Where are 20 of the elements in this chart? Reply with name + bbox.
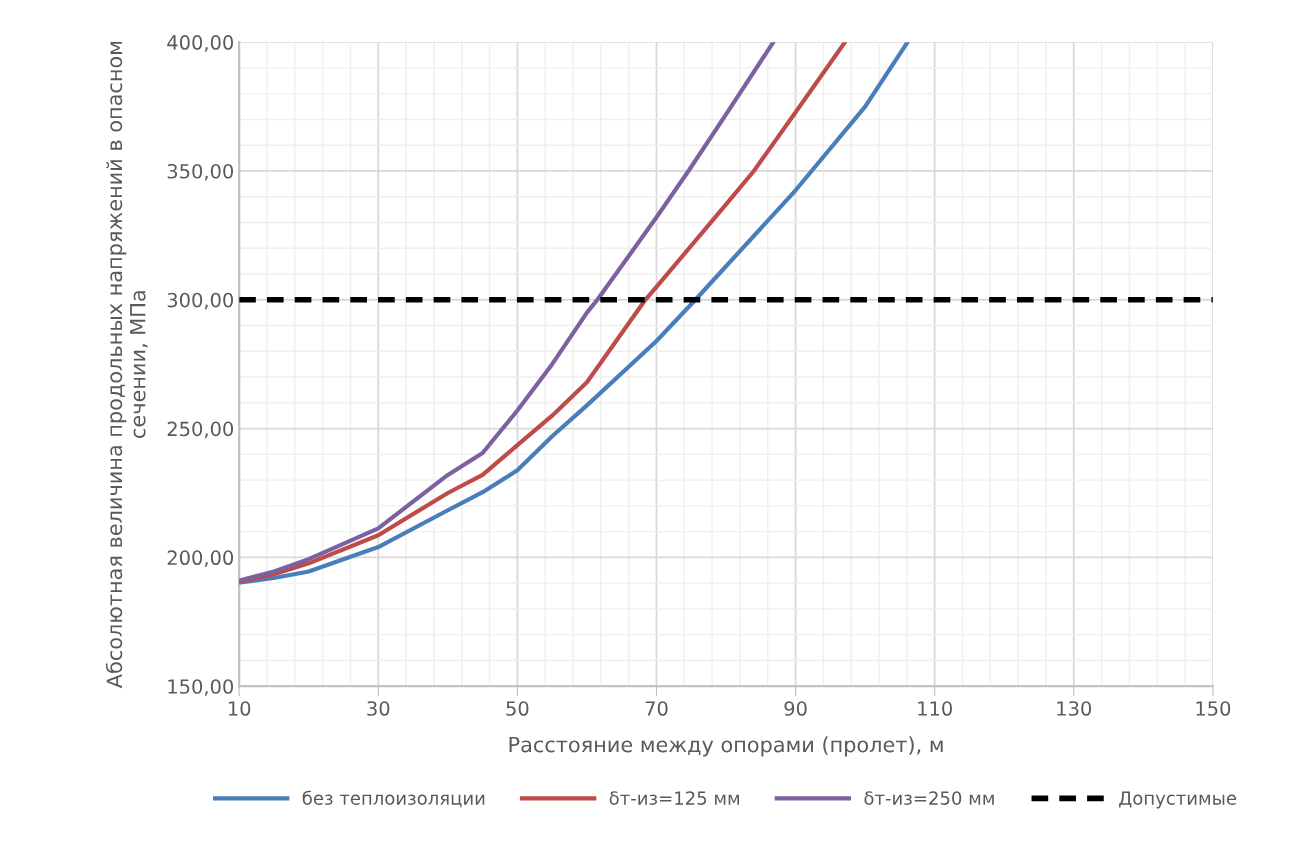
legend-label: Допустимые <box>1119 791 1237 809</box>
x-tick-label: 90 <box>784 701 807 716</box>
legend-label: без теплоизоляции <box>302 790 485 808</box>
x-tick-label: 30 <box>367 701 390 716</box>
legend-label: δт-из=125 мм <box>609 791 740 805</box>
y-tick-label: 300,00 <box>167 292 234 310</box>
y-tick-label: 350,00 <box>167 163 234 181</box>
y-tick-label: 200,00 <box>167 550 234 568</box>
x-tick-label: 130 <box>1057 701 1092 716</box>
x-tick-label: 150 <box>1196 701 1231 716</box>
y-tick-label: 400,00 <box>167 35 234 52</box>
x-tick-label: 10 <box>228 701 251 716</box>
y-tick-label: 250,00 <box>167 421 234 439</box>
y-tick-label: 150,00 <box>168 679 234 696</box>
x-tick-label: 50 <box>506 701 529 716</box>
x-tick-label: 70 <box>645 701 668 716</box>
legend-label: δт-из=250 мм <box>864 791 994 805</box>
x-tick-label: 110 <box>918 701 952 716</box>
y-axis-title: Абсолютная величина продольных напряжений в опасном сечении, МПа <box>105 41 148 689</box>
x-axis-title: Расстояние между опорами (пролет), м <box>509 736 943 757</box>
